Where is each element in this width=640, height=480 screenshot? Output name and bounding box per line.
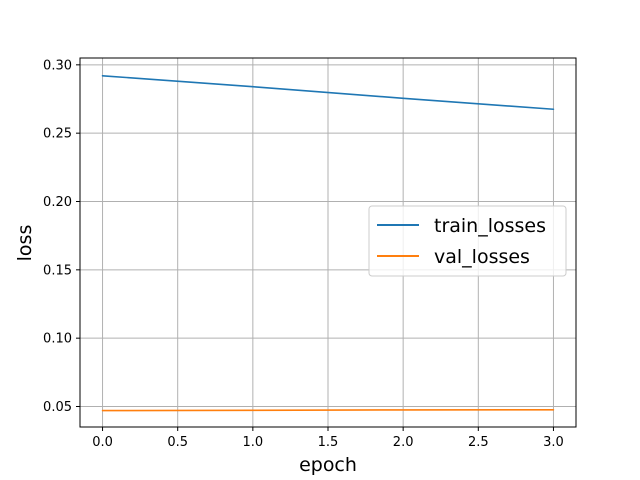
x-axis-label: epoch <box>299 454 357 476</box>
y-tick-label: 0.30 <box>43 58 72 73</box>
y-tick-label: 0.10 <box>43 332 72 347</box>
legend-box <box>368 205 567 277</box>
legend: train_losses val_losses <box>368 205 567 277</box>
x-tick-label: 0.0 <box>92 435 113 450</box>
axis-ticks: 0.0 0.5 1.0 1.5 2.0 2.5 3.0 0.05 0.10 0.15 0.20 0.2… <box>43 58 564 450</box>
x-tick-label: 2.5 <box>468 435 489 450</box>
x-tick-label: 3.0 <box>543 435 564 450</box>
y-tick-label: 0.20 <box>43 195 72 210</box>
y-tick-label: 0.15 <box>43 263 72 278</box>
y-tick-label: 0.05 <box>43 400 72 415</box>
legend-label-val-losses: val_losses <box>434 246 530 268</box>
x-tick-label: 1.0 <box>243 435 264 450</box>
x-tick-label: 1.5 <box>318 435 339 450</box>
series-line-train-losses <box>101 74 555 111</box>
y-tick-label: 0.25 <box>43 127 72 142</box>
series-lines <box>101 74 555 412</box>
x-tick-label: 2.0 <box>393 435 414 450</box>
y-axis-label: loss <box>14 225 36 262</box>
x-tick-label: 0.5 <box>167 435 188 450</box>
legend-label-train-losses: train_losses <box>434 215 546 237</box>
series-line-val-losses <box>101 408 555 412</box>
